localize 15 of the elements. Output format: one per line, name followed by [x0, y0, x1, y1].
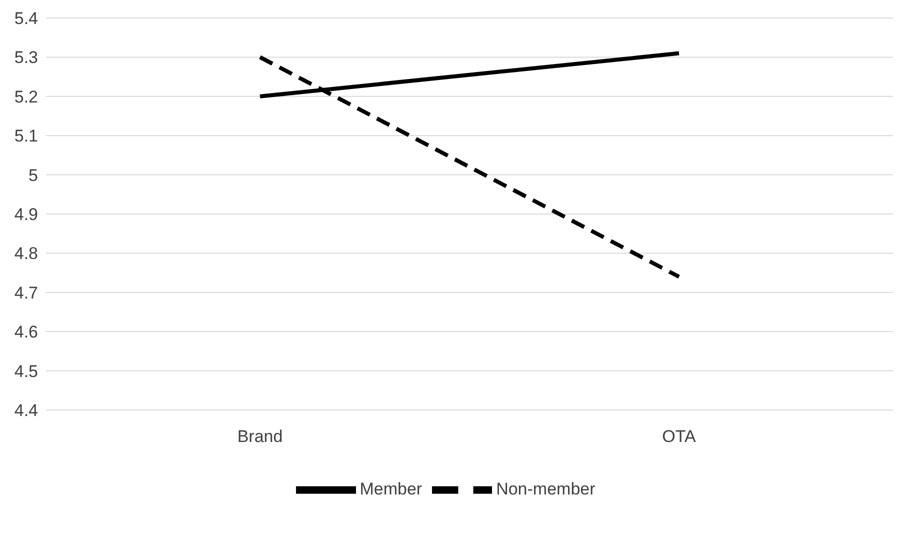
y-tick-label: 4.9 — [14, 205, 38, 224]
y-tick-label: 5.3 — [14, 48, 38, 68]
y-tick-label: 4.8 — [14, 244, 38, 264]
y-tick-label: 5.1 — [14, 126, 38, 146]
y-tick-label: 4.7 — [14, 283, 38, 302]
y-tick-label: 4.4 — [14, 401, 38, 420]
y-tick-label: 5.4 — [14, 9, 38, 28]
y-tick-label: 5.2 — [14, 87, 38, 106]
legend-label: Member — [360, 479, 422, 498]
legend-label: Non-member — [496, 479, 596, 498]
x-tick-label: Brand — [237, 427, 283, 446]
x-tick-label: OTA — [662, 427, 696, 446]
y-tick-label: 4.6 — [14, 322, 38, 342]
y-tick-label: 5 — [28, 166, 38, 185]
y-tick-label: 4.5 — [14, 362, 38, 381]
